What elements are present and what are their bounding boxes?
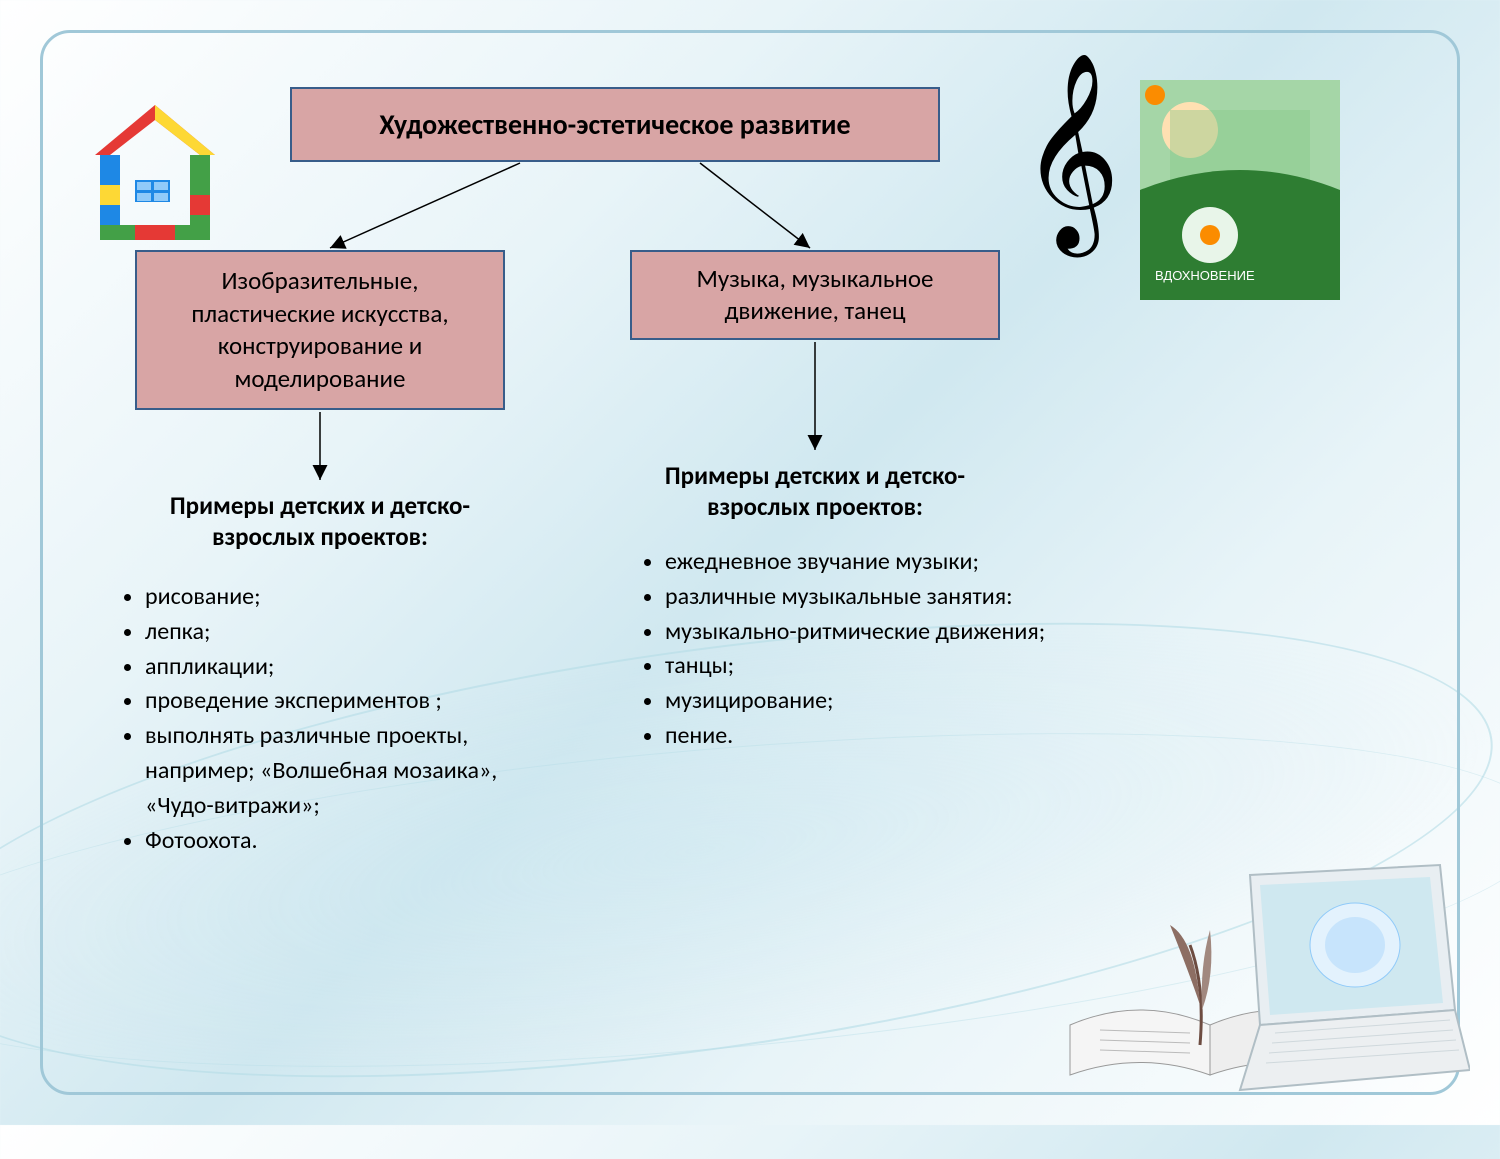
left-examples-heading: Примеры детских и детско-взрослых проект… — [130, 490, 510, 552]
house-blocks-icon — [75, 85, 235, 245]
list-item: лепка; — [145, 615, 540, 650]
left-examples-list: рисование;лепка;аппликации;проведение эк… — [90, 580, 540, 858]
list-item: музицирование; — [665, 684, 1080, 719]
list-item: рисование; — [145, 580, 540, 615]
list-item: ежедневное звучание музыки; — [665, 545, 1080, 580]
right-examples-heading: Примеры детских и детско-взрослых проект… — [615, 460, 1015, 522]
right-examples-list: ежедневное звучание музыки;различные муз… — [610, 545, 1080, 754]
right-branch-label: Музыка, музыкальное движение, танец — [652, 263, 978, 328]
right-branch-box: Музыка, музыкальное движение, танец — [630, 250, 1000, 340]
list-item: аппликации; — [145, 650, 540, 685]
list-item: выполнять различные проекты, например; «… — [145, 719, 540, 823]
title-text: Художественно-эстетическое развитие — [379, 107, 850, 142]
list-item: Фотоохота. — [145, 824, 540, 859]
left-branch-label: Изобразительные, пластические искусства,… — [157, 265, 483, 395]
left-branch-box: Изобразительные, пластические искусства,… — [135, 250, 505, 410]
book-title: ВДОХНОВЕНИЕ — [1155, 268, 1255, 283]
laptop-books-icon — [1050, 825, 1470, 1105]
list-item: танцы; — [665, 649, 1080, 684]
treble-clef-icon: 𝄞 — [1020, 65, 1120, 235]
list-item: пение. — [665, 719, 1080, 754]
list-item: музыкально-ритмические движения; — [665, 615, 1080, 650]
book-cover-image: ВДОХНОВЕНИЕ — [1140, 80, 1340, 300]
title-box: Художественно-эстетическое развитие — [290, 87, 940, 162]
list-item: проведение экспериментов ; — [145, 684, 540, 719]
list-item: различные музыкальные занятия: — [665, 580, 1080, 615]
